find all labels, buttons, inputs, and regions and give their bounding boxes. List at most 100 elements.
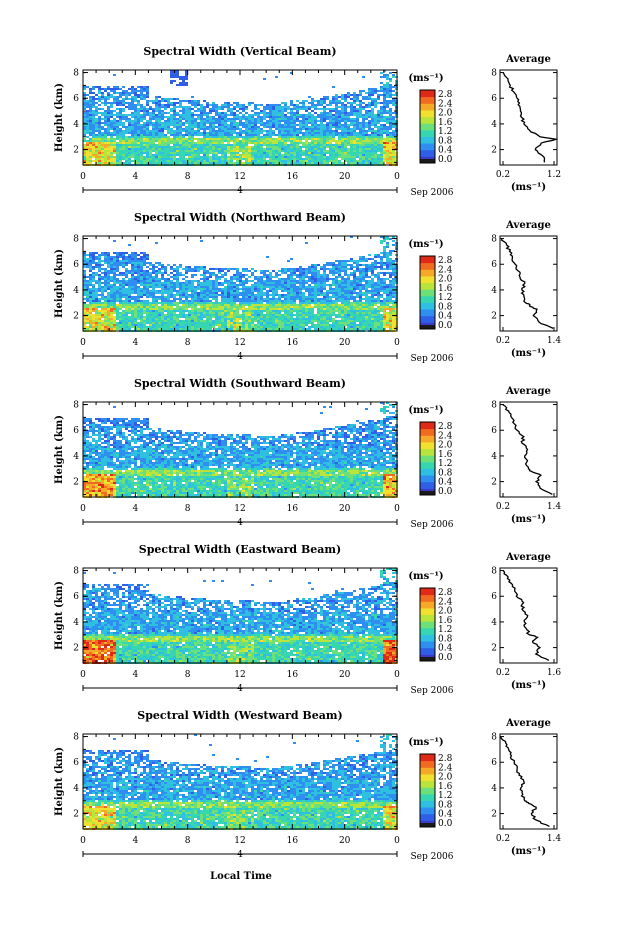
heatmap-cell: [377, 98, 380, 100]
heatmap-cell: [308, 134, 311, 136]
heatmap-cell: [353, 112, 356, 114]
heatmap-cell: [122, 314, 125, 316]
heatmap-cell: [380, 112, 383, 114]
heatmap-cell: [239, 158, 242, 160]
heatmap-cell: [167, 156, 170, 158]
heatmap-cell: [83, 278, 86, 280]
heatmap-cell: [362, 148, 365, 150]
heatmap-cell: [212, 144, 215, 146]
heatmap-cell: [137, 120, 140, 122]
heatmap-cell: [116, 152, 119, 154]
heatmap-cell: [389, 160, 392, 162]
heatmap-cell: [104, 138, 107, 140]
heatmap-cell: [362, 76, 365, 78]
heatmap-cell: [98, 162, 101, 164]
heatmap-cell: [215, 132, 218, 134]
heatmap-cell: [218, 130, 221, 132]
heatmap-cell: [230, 124, 233, 126]
heatmap-cell: [161, 300, 164, 302]
heatmap-cell: [254, 146, 257, 148]
heatmap-cell: [254, 134, 257, 136]
heatmap-cell: [167, 292, 170, 294]
heatmap-cell: [242, 132, 245, 134]
heatmap-cell: [251, 136, 254, 138]
heatmap-cell: [206, 318, 209, 320]
heatmap-cell: [164, 298, 167, 300]
heatmap-cell: [98, 146, 101, 148]
heatmap-cell: [194, 162, 197, 164]
heatmap-cell: [143, 156, 146, 158]
heatmap-cell: [383, 118, 386, 120]
heatmap-cell: [128, 92, 131, 94]
heatmap-cell: [140, 158, 143, 160]
heatmap-cell: [158, 158, 161, 160]
heatmap-cell: [176, 72, 179, 74]
heatmap-cell: [347, 128, 350, 130]
heatmap-cell: [149, 314, 152, 316]
heatmap-cell: [86, 102, 89, 104]
heatmap-cell: [143, 144, 146, 146]
heatmap-cell: [233, 148, 236, 150]
heatmap-cell: [254, 106, 257, 108]
heatmap-cell: [113, 92, 116, 94]
heatmap-cell: [347, 92, 350, 94]
heatmap-cell: [131, 320, 134, 322]
heatmap-cell: [341, 112, 344, 114]
heatmap-cell: [89, 112, 92, 114]
heatmap-cell: [122, 140, 125, 142]
heatmap-cell: [272, 138, 275, 140]
heatmap-cell: [146, 132, 149, 134]
heatmap-cell: [125, 98, 128, 100]
heatmap-cell: [131, 310, 134, 312]
heatmap-cell: [383, 138, 386, 140]
heatmap-cell: [149, 312, 152, 314]
heatmap-cell: [227, 160, 230, 162]
heatmap-cell: [98, 266, 101, 268]
heatmap-cell: [98, 286, 101, 288]
heatmap-cell: [143, 280, 146, 282]
heatmap-cell: [92, 252, 95, 254]
heatmap-cell: [188, 282, 191, 284]
heatmap-cell: [131, 326, 134, 328]
heatmap-cell: [143, 320, 146, 322]
heatmap-cell: [128, 104, 131, 106]
heatmap-cell: [224, 162, 227, 164]
heatmap-cell: [134, 110, 137, 112]
heatmap-cell: [233, 116, 236, 118]
heatmap-cell: [218, 134, 221, 136]
heatmap-cell: [137, 324, 140, 326]
heatmap-cell: [128, 296, 131, 298]
heatmap-cell: [194, 296, 197, 298]
heatmap-cell: [179, 82, 182, 84]
heatmap-cell: [305, 116, 308, 118]
heatmap-cell: [146, 134, 149, 136]
heatmap-cell: [203, 108, 206, 110]
heatmap-cell: [383, 126, 386, 128]
x-tick-label: 16: [287, 172, 299, 182]
heatmap-cell: [353, 108, 356, 110]
heatmap-cell: [320, 142, 323, 144]
heatmap-cell: [359, 132, 362, 134]
heatmap-cell: [290, 72, 293, 74]
heatmap-cell: [158, 144, 161, 146]
heatmap-cell: [245, 148, 248, 150]
heatmap-cell: [110, 272, 113, 274]
heatmap-cell: [143, 318, 146, 320]
heatmap-cell: [203, 320, 206, 322]
heatmap-cell: [170, 156, 173, 158]
heatmap-cell: [353, 92, 356, 94]
heatmap-cell: [182, 324, 185, 326]
heatmap-cell: [176, 310, 179, 312]
heatmap-cell: [143, 128, 146, 130]
heatmap-cell: [173, 130, 176, 132]
heatmap-cell: [113, 278, 116, 280]
heatmap-cell: [155, 114, 158, 116]
heatmap-cell: [146, 112, 149, 114]
heatmap-cell: [338, 160, 341, 162]
heatmap-cell: [197, 124, 200, 126]
heatmap-cell: [116, 268, 119, 270]
heatmap-cell: [83, 252, 86, 254]
heatmap-cell: [212, 282, 215, 284]
heatmap-cell: [188, 156, 191, 158]
heatmap-cell: [107, 328, 110, 330]
